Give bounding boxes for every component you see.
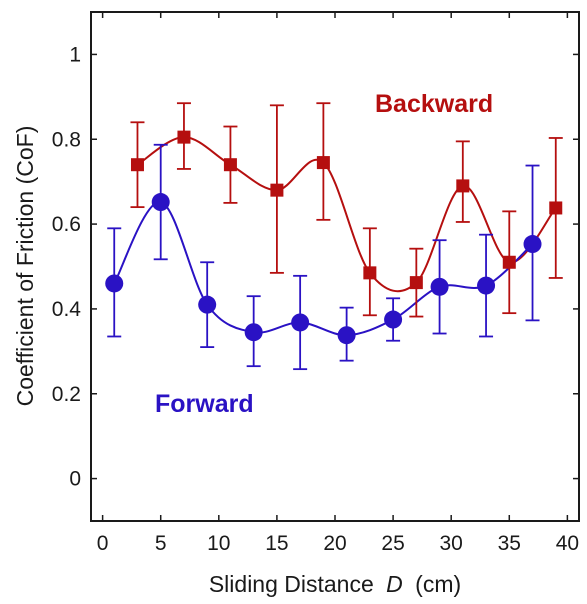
x-axis-label-variable: D [386, 571, 403, 597]
y-tick-label: 0 [69, 468, 81, 491]
data-markers [105, 130, 563, 345]
x-axis-label-unit: (cm) [415, 571, 461, 597]
x-tick-label: 20 [323, 532, 346, 555]
y-tick-label: 0.2 [52, 383, 81, 406]
x-tick-label: 0 [97, 532, 109, 555]
forward-point [198, 295, 217, 314]
y-axis-label: Coefficient of Friction (CoF) [12, 126, 38, 407]
backward-point [363, 266, 377, 280]
backward-point [409, 276, 423, 290]
x-tick-label: 25 [381, 532, 404, 555]
series-label-forward: Forward [155, 390, 254, 418]
y-tick-label: 0.4 [52, 298, 82, 321]
forward-point [151, 193, 170, 212]
backward-point [270, 183, 284, 197]
y-tick-label: 0.6 [52, 213, 81, 236]
backward-point [177, 130, 191, 144]
backward-point [223, 158, 237, 172]
plot-area [90, 11, 580, 522]
backward-point [502, 255, 516, 269]
x-axis-label-text: Sliding Distance [209, 571, 374, 597]
x-tick-label: 15 [265, 532, 288, 555]
backward-point [316, 156, 330, 170]
forward-point [523, 235, 542, 254]
backward-point [549, 201, 563, 215]
forward-point [477, 276, 496, 295]
backward-point [130, 158, 144, 172]
x-tick-label: 35 [498, 532, 521, 555]
y-axis-ticks: 0 0.2 0.4 0.6 0.8 1 [52, 43, 579, 491]
x-axis-label: Sliding Distance D (cm) [209, 571, 461, 597]
x-tick-label: 10 [207, 532, 230, 555]
series-label-backward: Backward [375, 90, 493, 118]
forward-point [384, 310, 403, 329]
forward-point [105, 274, 124, 293]
x-tick-label: 30 [440, 532, 463, 555]
forward-point [337, 326, 356, 345]
y-tick-label: 1 [69, 43, 81, 66]
x-tick-label: 5 [155, 532, 167, 555]
forward-point [291, 313, 310, 332]
y-tick-label: 0.8 [52, 128, 81, 151]
backward-point [456, 179, 470, 193]
forward-point [244, 323, 263, 342]
x-axis-ticks: 0 5 10 15 20 25 30 35 40 [97, 12, 579, 555]
forward-point [430, 277, 449, 296]
x-tick-label: 40 [556, 532, 579, 555]
